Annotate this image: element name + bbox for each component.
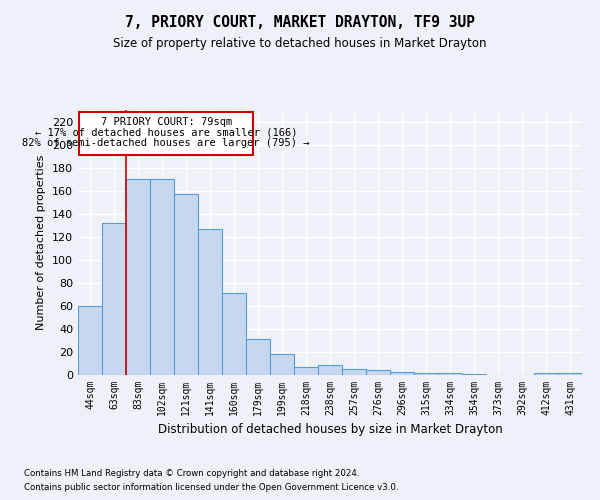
Bar bbox=[198, 228, 222, 375]
Bar bbox=[462, 374, 486, 375]
FancyBboxPatch shape bbox=[79, 112, 253, 155]
X-axis label: Distribution of detached houses by size in Market Drayton: Distribution of detached houses by size … bbox=[158, 424, 502, 436]
Bar bbox=[366, 370, 390, 375]
Bar bbox=[414, 372, 438, 375]
Text: Size of property relative to detached houses in Market Drayton: Size of property relative to detached ho… bbox=[113, 38, 487, 51]
Bar bbox=[78, 306, 102, 375]
Bar bbox=[558, 372, 582, 375]
Text: 7 PRIORY COURT: 79sqm: 7 PRIORY COURT: 79sqm bbox=[101, 117, 232, 127]
Text: 7, PRIORY COURT, MARKET DRAYTON, TF9 3UP: 7, PRIORY COURT, MARKET DRAYTON, TF9 3UP bbox=[125, 15, 475, 30]
Text: Contains public sector information licensed under the Open Government Licence v3: Contains public sector information licen… bbox=[24, 484, 398, 492]
Bar bbox=[342, 369, 366, 375]
Text: Contains HM Land Registry data © Crown copyright and database right 2024.: Contains HM Land Registry data © Crown c… bbox=[24, 468, 359, 477]
Bar bbox=[222, 293, 246, 375]
Bar bbox=[174, 194, 198, 375]
Bar bbox=[294, 367, 318, 375]
Text: ← 17% of detached houses are smaller (166): ← 17% of detached houses are smaller (16… bbox=[35, 128, 298, 138]
Bar bbox=[438, 372, 462, 375]
Text: 82% of semi-detached houses are larger (795) →: 82% of semi-detached houses are larger (… bbox=[22, 138, 310, 147]
Bar bbox=[246, 340, 270, 375]
Bar bbox=[318, 364, 342, 375]
Bar bbox=[390, 372, 414, 375]
Bar bbox=[102, 223, 126, 375]
Bar bbox=[150, 179, 174, 375]
Bar bbox=[534, 372, 558, 375]
Bar bbox=[126, 179, 150, 375]
Bar bbox=[270, 354, 294, 375]
Y-axis label: Number of detached properties: Number of detached properties bbox=[37, 155, 46, 330]
